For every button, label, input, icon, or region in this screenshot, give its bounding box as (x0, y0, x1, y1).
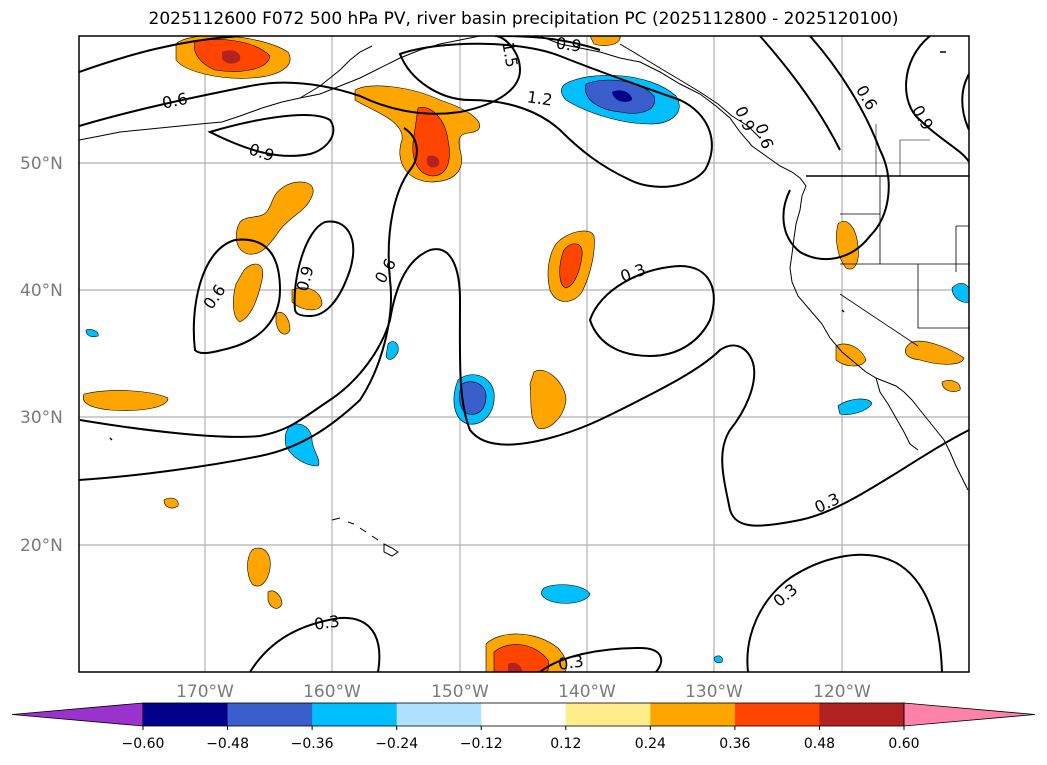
anomaly-positive (82, 390, 169, 411)
colorbar-extend-high (903, 702, 1036, 727)
contour-label: 0.3 (313, 611, 341, 633)
colorbar-cell (396, 703, 482, 726)
anomaly-negative (385, 341, 399, 360)
lon-label: 130°W (685, 682, 743, 702)
colorbar-cell (650, 703, 736, 726)
lon-label: 160°W (303, 682, 361, 702)
colorbar-tick-label: −0.60 (122, 736, 165, 752)
colorbar-tick-label: 0.12 (550, 736, 581, 752)
anomaly-positive (247, 547, 271, 587)
anomaly-positive (222, 50, 241, 64)
anomaly-positive (905, 340, 965, 365)
anomaly-negative (459, 381, 487, 415)
anomaly-positive (835, 343, 867, 367)
colorbar-tick-label: 0.60 (888, 736, 919, 752)
anomaly-positive (559, 243, 583, 289)
anomaly-positive (493, 644, 550, 672)
lat-label: 40°N (20, 281, 63, 301)
colorbar-tick-label: −0.48 (206, 736, 249, 752)
colorbar-cell (734, 703, 820, 726)
lat-label: 50°N (20, 154, 63, 174)
anomaly-negative (284, 423, 320, 467)
coastlines (79, 36, 969, 557)
map-panel (79, 36, 969, 672)
pv-contours (79, 36, 969, 672)
anomaly-negative (612, 90, 632, 102)
contour-label: 1.5 (498, 41, 521, 69)
map-frame (78, 35, 970, 673)
anomaly-negative (951, 283, 969, 303)
lat-label: 20°N (20, 536, 63, 556)
colorbar-cell (312, 703, 398, 726)
anomaly-positive (267, 590, 283, 609)
contour-label: 0.9 (555, 33, 583, 55)
colorbar-tick-label: 0.48 (804, 736, 835, 752)
colorbar-outline (142, 702, 905, 727)
contour-label: 0.6 (160, 89, 189, 113)
contour-label: 1.2 (526, 87, 554, 109)
lat-label: 30°N (20, 408, 63, 428)
colorbar-cell (227, 703, 313, 726)
anomaly-positive (941, 380, 961, 392)
anomaly-negative (541, 584, 591, 604)
colorbar-cell (565, 703, 651, 726)
lon-label: 170°W (176, 682, 234, 702)
anomaly-positive (529, 369, 567, 429)
colorbar-tick-label: 0.24 (635, 736, 666, 752)
colorbar-tick-label: −0.12 (460, 736, 503, 752)
anomaly-positive (163, 497, 179, 509)
contour-label: 0.3 (557, 651, 585, 673)
colorbar-cell (143, 703, 229, 726)
anomaly-positive (426, 155, 440, 168)
anomaly-positive (235, 181, 314, 255)
lon-label: 150°W (431, 682, 489, 702)
anomaly-positive (412, 107, 450, 177)
anomaly-positive (233, 263, 264, 323)
map-title: 2025112600 F072 500 hPa PV, river basin … (148, 9, 899, 29)
colorbar-extend-low (11, 702, 144, 727)
anomaly-positive (275, 311, 291, 335)
precip-anomalies (82, 36, 969, 672)
anomaly-negative (85, 329, 99, 338)
anomaly-negative (837, 398, 873, 415)
colorbar-tick-label: −0.24 (375, 736, 418, 752)
lon-label: 120°W (813, 682, 871, 702)
anomaly-positive (508, 662, 523, 672)
lon-label: 140°W (558, 682, 616, 702)
colorbar-cell (819, 703, 905, 726)
colorbar-tick-label: −0.36 (291, 736, 334, 752)
anomaly-positive (291, 287, 323, 311)
anomaly-negative (713, 655, 723, 664)
axis-labels: 50°N 40°N 30°N 20°N 170°W 160°W 150°W 14… (20, 154, 871, 702)
colorbar: −0.60 −0.48 −0.36 −0.24 −0.12 0.12 0.24 0.36 0.4… (11, 702, 1036, 752)
colorbar-tick-label: 0.36 (719, 736, 750, 752)
colorbar-cell (481, 703, 567, 726)
